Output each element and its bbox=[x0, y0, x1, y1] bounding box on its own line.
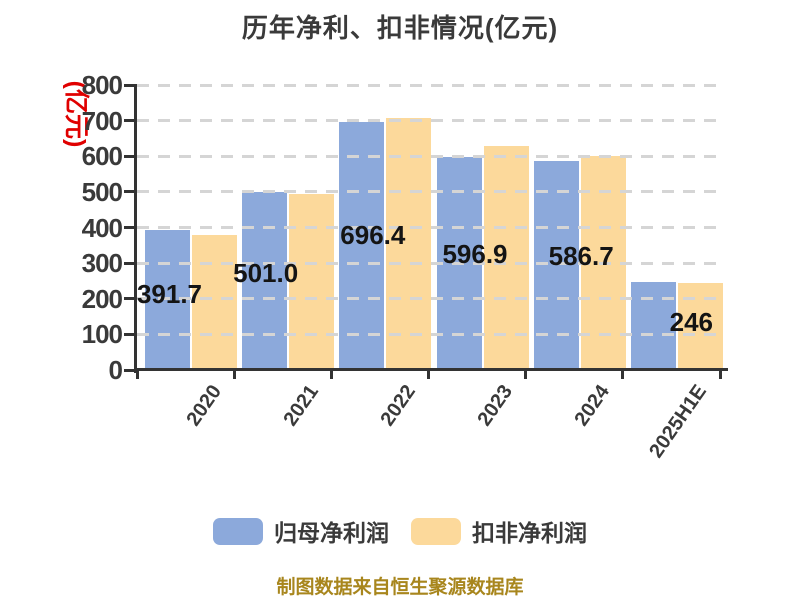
y-axis-tick-300 bbox=[124, 261, 137, 265]
y-axis-tick-label-200: 200 bbox=[81, 283, 123, 314]
y-axis-tick-label-400: 400 bbox=[81, 212, 123, 243]
value-label-2024: 586.7 bbox=[548, 241, 614, 272]
bar-扣非净利润-2022 bbox=[386, 118, 432, 370]
x-axis-tick-3 bbox=[427, 370, 430, 379]
bar-归母净利润-2022 bbox=[339, 121, 385, 370]
grid-line-800 bbox=[137, 83, 720, 87]
grid-line-200 bbox=[137, 297, 720, 301]
y-axis-tick-800 bbox=[124, 83, 137, 87]
x-axis-tick-2 bbox=[329, 370, 333, 379]
y-axis-tick-200 bbox=[124, 297, 137, 301]
grid-line-400 bbox=[137, 226, 720, 229]
grid-line-700 bbox=[137, 119, 720, 123]
x-axis-label-2021: 2021 bbox=[279, 381, 323, 431]
grid-line-300 bbox=[137, 261, 720, 265]
bar-归母净利润-2025H1E bbox=[630, 282, 676, 370]
data-source-note: 制图数据来自恒生聚源数据库 bbox=[276, 577, 524, 598]
y-axis-tick-label-100: 100 bbox=[81, 319, 123, 350]
grid-line-500 bbox=[137, 190, 720, 194]
value-label-2023: 596.9 bbox=[442, 239, 508, 270]
bar-归母净利润-2021 bbox=[242, 191, 288, 370]
grid-line-600 bbox=[137, 154, 720, 158]
legend-swatch-归母净利润 bbox=[213, 517, 263, 545]
legend-item-扣非净利润[interactable]: 扣非净利润 bbox=[411, 514, 587, 548]
chart-title: 历年净利、扣非情况(亿元) bbox=[241, 13, 559, 43]
x-axis-label-2020: 2020 bbox=[182, 381, 226, 431]
y-axis-line bbox=[134, 85, 137, 373]
y-axis-tick-700 bbox=[124, 119, 137, 123]
legend-label-扣非净利润: 扣非净利润 bbox=[472, 520, 587, 546]
x-axis-label-2025H1E: 2025H1E bbox=[645, 381, 712, 462]
y-axis-tick-500 bbox=[124, 190, 137, 194]
x-axis-tick-5 bbox=[621, 370, 625, 379]
x-axis-line bbox=[134, 368, 728, 371]
legend-swatch-扣非净利润 bbox=[411, 517, 461, 545]
y-axis-tick-label-500: 500 bbox=[81, 176, 123, 207]
value-label-2021: 501.0 bbox=[233, 257, 299, 288]
y-axis-tick-0 bbox=[124, 368, 137, 372]
y-axis-tick-label-800: 800 bbox=[81, 70, 123, 100]
value-label-2020: 391.7 bbox=[136, 278, 203, 309]
bar-扣非净利润-2021 bbox=[289, 193, 335, 370]
value-label-2022: 696.4 bbox=[340, 220, 406, 251]
y-axis-tick-600 bbox=[124, 154, 137, 158]
y-axis-tick-label-0: 0 bbox=[108, 355, 123, 385]
bar-扣非净利润-2023 bbox=[483, 145, 529, 370]
x-axis-tick-0 bbox=[135, 370, 139, 379]
x-axis-tick-4 bbox=[524, 370, 528, 379]
y-axis-tick-label-700: 700 bbox=[81, 105, 123, 136]
legend-item-归母净利润[interactable]: 归母净利润 bbox=[213, 514, 389, 548]
legend-label-归母净利润: 归母净利润 bbox=[274, 520, 389, 546]
x-axis-tick-1 bbox=[232, 370, 236, 379]
x-axis-label-2022: 2022 bbox=[376, 381, 420, 431]
x-axis-label-2024: 2024 bbox=[570, 381, 615, 431]
y-axis-tick-400 bbox=[124, 226, 137, 229]
x-axis-tick-6 bbox=[718, 370, 722, 379]
legend: 归母净利润 扣非净利润 bbox=[0, 514, 800, 548]
y-axis-tick-label-600: 600 bbox=[81, 141, 123, 172]
x-axis-label-2023: 2023 bbox=[473, 381, 518, 431]
bar-扣非净利润-2020 bbox=[192, 234, 237, 370]
grid-line-100 bbox=[137, 332, 720, 336]
y-axis-tick-label-300: 300 bbox=[81, 248, 123, 279]
y-axis-tick-100 bbox=[124, 332, 137, 336]
value-label-2025H1E: 246 bbox=[669, 306, 714, 337]
